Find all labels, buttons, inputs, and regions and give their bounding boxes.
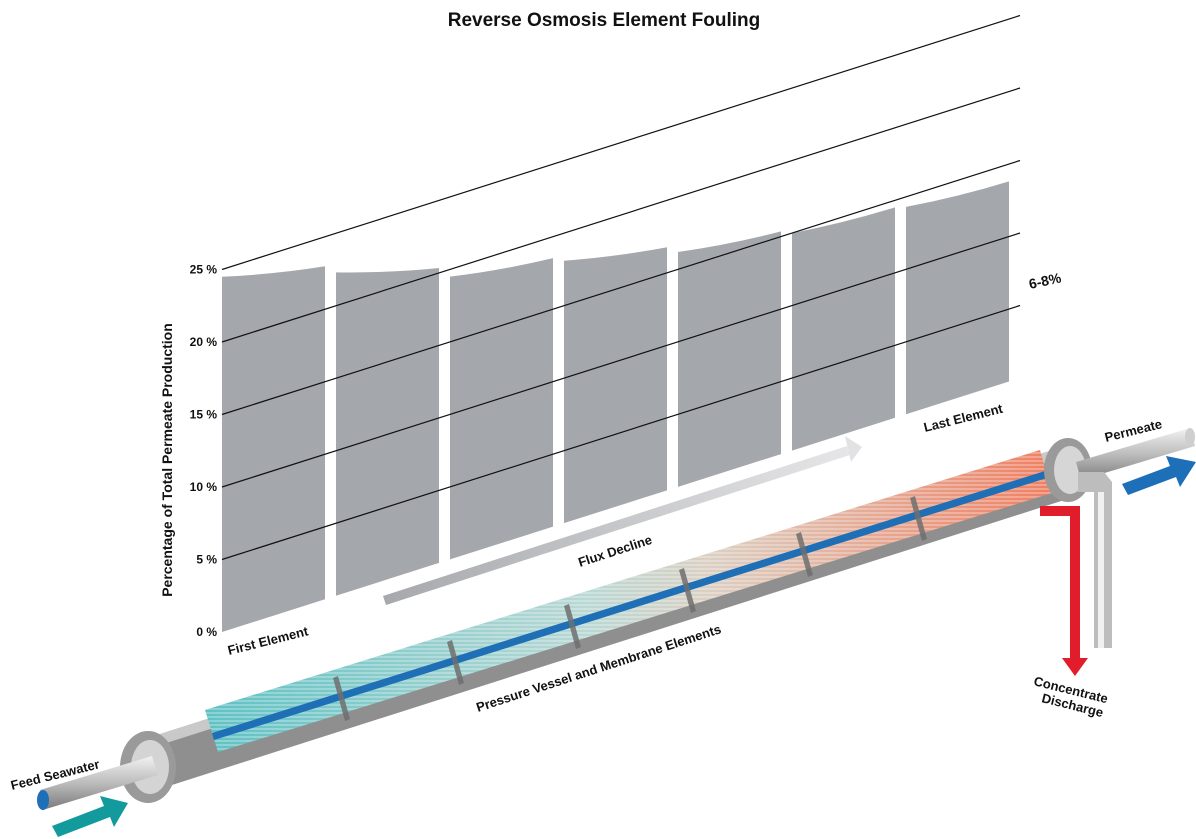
y-tick-label: 15 %: [190, 408, 218, 422]
y-axis-ticks: 0 % 5 % 10 % 15 % 20 % 25 %: [190, 263, 218, 640]
first-element-label: First Element: [226, 623, 310, 658]
flux-decline-arrow: [383, 436, 862, 605]
gridline-10: [221, 232, 1021, 488]
perspective-gridlines: [221, 14, 1021, 561]
concentrate-arrow: [1040, 506, 1088, 676]
gridline-25: [221, 14, 1021, 271]
bar-element-3: [450, 258, 553, 560]
last-element-label: Last Element: [922, 401, 1005, 435]
concentrate-pipe: [1078, 472, 1112, 648]
bar-element-6: [792, 207, 895, 451]
gridline-20: [221, 87, 1021, 343]
gridline-15: [221, 159, 1021, 416]
pressure-vessel: [120, 438, 1092, 803]
permeate-arrow: [1122, 456, 1196, 495]
y-tick-label: 25 %: [190, 263, 218, 277]
y-tick-label: 10 %: [190, 480, 218, 494]
bar-element-5: [678, 231, 781, 487]
diagram-title: Reverse Osmosis Element Fouling: [448, 10, 761, 31]
bar-element-7: [906, 181, 1009, 415]
gridline-5: [221, 304, 1021, 561]
feed-arrow: [52, 796, 128, 837]
y-axis-label: Percentage of Total Permeate Production: [159, 323, 175, 597]
y-tick-label: 20 %: [190, 335, 218, 349]
bar-element-1: [222, 266, 325, 632]
feed-pipe: [37, 756, 158, 810]
permeate-pipe: [1076, 428, 1195, 480]
last-value-label: 6-8%: [1027, 269, 1063, 292]
bar-element-4: [564, 247, 667, 524]
permeate-bars: [222, 181, 1009, 632]
y-tick-label: 0 %: [196, 625, 217, 639]
bar-element-2: [336, 267, 439, 596]
y-tick-label: 5 %: [196, 553, 217, 567]
